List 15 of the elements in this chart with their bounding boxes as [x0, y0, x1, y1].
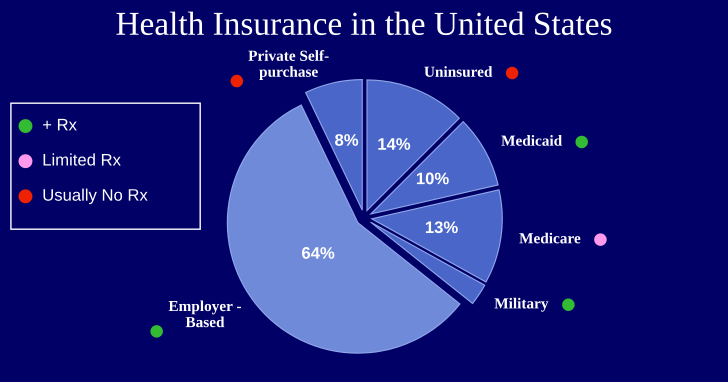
- data-label: 14%: [378, 138, 410, 150]
- slice-label: Employer - Based: [168, 300, 241, 328]
- chart-title: Health Insurance in the United States: [116, 12, 612, 36]
- slice-label: Medicaid: [501, 135, 562, 146]
- text: + Rx: [43, 118, 77, 130]
- text: Usually No Rx: [44, 188, 148, 204]
- data-label: 13%: [426, 221, 458, 234]
- data-label: 10%: [416, 172, 449, 184]
- data-label: 64%: [302, 247, 334, 259]
- slice-label: Uninsured: [424, 66, 492, 77]
- slice-label: Private Self-purchase: [248, 50, 329, 80]
- slice-label: Military: [494, 298, 548, 312]
- slice-label: Medicare: [519, 232, 580, 244]
- text: Limited Rx: [44, 153, 121, 166]
- data-label: 8%: [335, 134, 358, 146]
